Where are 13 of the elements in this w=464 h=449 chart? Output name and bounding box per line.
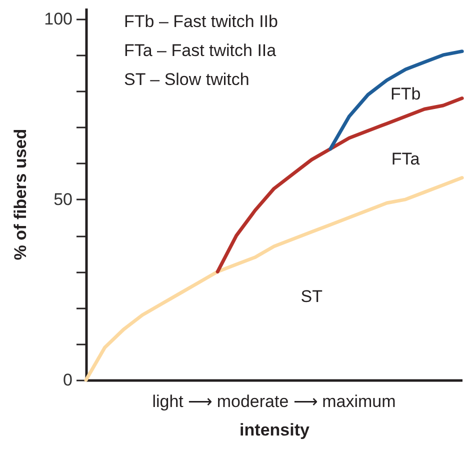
- annotation: ST – Slow twitch: [124, 70, 250, 89]
- y-tick-label: 0: [63, 370, 72, 390]
- text: light ⟶ moderate ⟶ maximum: [152, 392, 396, 411]
- series-label: FTb: [390, 84, 421, 104]
- y-tick-label: 100: [44, 9, 72, 28]
- text: ST: [300, 286, 322, 306]
- y-axis-title: % of fibers used: [11, 128, 30, 260]
- line-series: [328, 50, 464, 151]
- y-tick-label: 50: [54, 190, 72, 209]
- annotation: FTb – Fast twitch IIb: [124, 12, 278, 31]
- annotation: FTa – Fast twitch IIa: [124, 41, 277, 60]
- series-label: FTa: [391, 150, 420, 169]
- x-axis-title: intensity: [240, 420, 310, 440]
